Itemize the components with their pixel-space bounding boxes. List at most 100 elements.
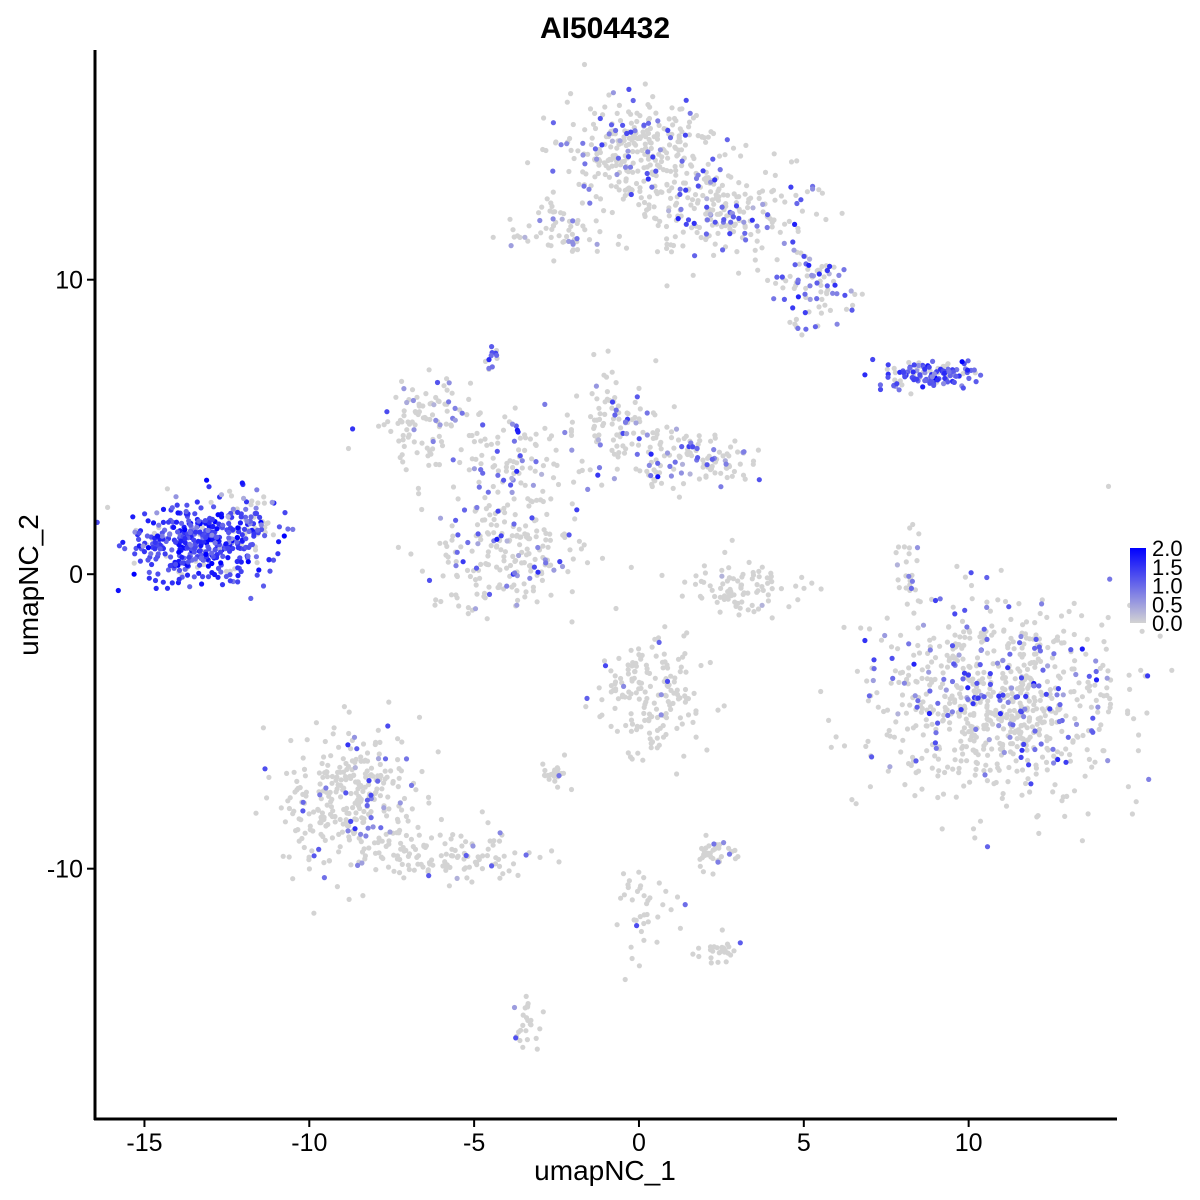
cell-point-c3	[670, 122, 676, 128]
cell-point-c11	[585, 486, 591, 492]
cell-point-c10	[491, 530, 497, 536]
cell-point-c1	[184, 572, 191, 578]
cell-point-c9	[516, 447, 522, 453]
cell-point-c10	[526, 551, 532, 557]
cell-point-c12	[740, 472, 747, 478]
cell-point-c14	[941, 676, 947, 682]
cell-point-c14	[862, 637, 868, 644]
cell-point-c4	[707, 211, 713, 217]
cell-point-c17	[411, 867, 417, 873]
cell-point-c14	[967, 779, 973, 785]
cell-point-c10	[426, 577, 433, 584]
cell-point-c16	[278, 805, 284, 811]
cell-point-c9	[540, 463, 547, 469]
cell-point-c1	[205, 544, 211, 550]
cell-point-c12	[724, 474, 730, 481]
cell-point-c8	[411, 427, 417, 433]
cell-point-c14	[1063, 746, 1069, 752]
cell-point-c22	[663, 888, 669, 894]
cell-point-c17	[463, 852, 469, 859]
cell-point-c16	[319, 810, 325, 816]
cell-point-c14	[1025, 776, 1031, 782]
cell-point-c14	[1010, 639, 1016, 645]
cell-point-c14	[911, 652, 917, 658]
cell-point-c14	[949, 709, 956, 715]
cell-point-c1	[246, 528, 252, 535]
cell-point-c10	[528, 498, 534, 504]
cell-point-c6	[556, 233, 562, 239]
cell-point-c3	[564, 99, 570, 105]
cell-point-c5	[850, 302, 856, 308]
cell-point-c1	[131, 571, 137, 577]
cell-point-c12	[678, 470, 685, 476]
cell-point-c14	[1136, 732, 1142, 738]
cell-point-c14	[1039, 597, 1045, 603]
cell-point-c8	[416, 403, 422, 409]
cell-point-c10	[493, 544, 500, 550]
cell-point-c4	[674, 200, 680, 206]
cell-point-c14	[914, 704, 920, 710]
cell-point-c14	[1056, 718, 1062, 725]
cell-point-c16	[300, 755, 306, 761]
cell-point-c7	[896, 387, 902, 393]
cell-point-c13	[809, 580, 815, 586]
cell-point-c16	[295, 827, 301, 833]
cell-point-c14	[956, 642, 962, 648]
cell-point-c18	[552, 767, 558, 773]
y-tick-label: -10	[47, 856, 83, 884]
cell-point-c13	[765, 580, 771, 586]
cell-point-c14	[923, 717, 929, 723]
cell-point-c14	[964, 758, 970, 764]
cell-point-c14	[938, 663, 944, 669]
cell-point-c17	[423, 843, 429, 849]
cell-point-c11	[671, 404, 677, 410]
cell-point-c10	[565, 569, 571, 575]
cell-point-c22	[682, 902, 688, 908]
cell-point-c3	[620, 122, 626, 128]
cell-point-c4	[742, 230, 748, 236]
cell-point-c3	[671, 179, 678, 185]
cell-point-c10	[472, 577, 479, 583]
cell-point-c3	[616, 102, 623, 108]
cell-point-c22	[626, 878, 633, 884]
cell-point-c4	[719, 182, 726, 188]
cell-point-c19	[718, 854, 725, 860]
cell-point-c3	[582, 161, 588, 167]
cell-point-c17	[361, 846, 367, 852]
cell-point-c4	[725, 173, 732, 179]
cell-point-c16	[340, 756, 346, 762]
cell-point-c12	[680, 481, 687, 487]
cell-point-c1	[204, 477, 210, 483]
cell-point-c14	[1005, 665, 1011, 671]
cell-point-c16	[313, 720, 319, 726]
cell-point-c20	[737, 940, 743, 946]
cell-point-c11	[648, 451, 654, 457]
cell-point-c16	[425, 794, 432, 801]
cell-point-c3	[541, 115, 547, 121]
cell-point-c10	[453, 563, 459, 569]
cell-point-c15	[681, 753, 687, 759]
cell-point-c16	[322, 837, 328, 844]
cell-point-c3	[617, 118, 624, 124]
cell-point-c6	[510, 227, 516, 233]
cell-point-c5	[836, 272, 842, 278]
cell-point-c14	[904, 601, 910, 607]
cell-point-c13	[725, 596, 731, 602]
cell-point-c14	[915, 642, 921, 649]
cell-point-c10	[478, 561, 484, 568]
cell-point-c3	[644, 170, 650, 177]
cell-point-c14	[1095, 704, 1101, 710]
cell-point-c4	[755, 267, 761, 273]
cell-point-c14	[898, 632, 904, 638]
cell-point-c14	[1021, 662, 1027, 668]
cell-point-c14	[1032, 746, 1038, 753]
cell-point-c14	[935, 720, 941, 726]
cell-point-c15	[625, 671, 632, 677]
cell-point-c14	[926, 669, 932, 675]
cell-point-c3	[628, 129, 634, 135]
cell-point-c16	[398, 768, 404, 774]
cell-point-c10	[440, 573, 446, 579]
cell-point-c3	[608, 122, 615, 128]
cell-point-c4	[724, 213, 730, 219]
cell-point-c4	[786, 218, 792, 224]
